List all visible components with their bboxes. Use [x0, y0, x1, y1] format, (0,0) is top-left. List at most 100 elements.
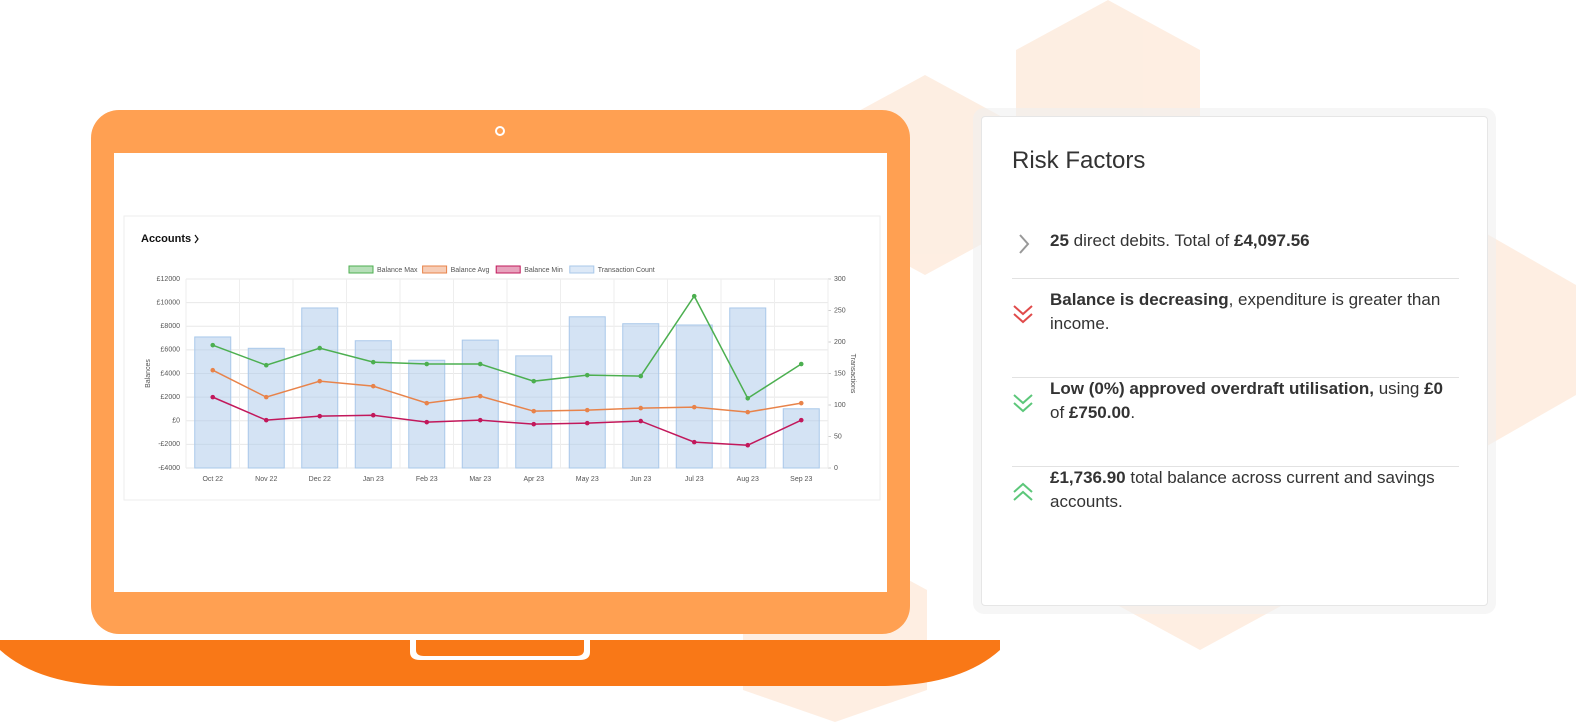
risk-item: 25 direct debits. Total of £4,097.56 — [1012, 229, 1459, 279]
y2-tick-label: 200 — [834, 339, 846, 346]
y-tick-label: -£2000 — [158, 441, 180, 448]
legend-label: Balance Max — [377, 267, 418, 274]
x-tick-label: Mar 23 — [469, 476, 491, 483]
legend-label: Transaction Count — [598, 267, 655, 274]
x-tick-label: Aug 23 — [737, 476, 759, 483]
point — [263, 362, 269, 368]
point — [531, 408, 537, 414]
text: direct debits. Total of — [1068, 231, 1234, 250]
x-tick-label: May 23 — [576, 476, 599, 483]
point — [638, 418, 644, 424]
point — [584, 372, 590, 378]
notch-inner — [416, 640, 584, 656]
point — [798, 417, 804, 423]
point — [317, 378, 323, 384]
x-tick-label: Nov 22 — [255, 476, 277, 483]
point — [691, 439, 697, 445]
point — [745, 409, 751, 415]
bar — [782, 408, 820, 469]
point — [531, 378, 537, 384]
y2-tick-label: 100 — [834, 402, 846, 409]
x-tick-label: Jan 23 — [363, 476, 384, 483]
point — [691, 293, 697, 299]
bar — [729, 307, 767, 469]
x-tick-label: Jul 23 — [685, 476, 704, 483]
y-tick-label: £0 — [172, 418, 180, 425]
y2-tick-label: 0 — [834, 465, 838, 472]
risk-item: Balance is decreasing, expenditure is gr… — [1012, 288, 1459, 378]
point — [531, 421, 537, 427]
point — [370, 383, 376, 389]
risk-card: Risk Factors 25 direct debits. Total of … — [981, 116, 1488, 606]
bar — [622, 323, 660, 469]
point — [424, 361, 430, 367]
risk-item: £1,736.90 total balance across current a… — [1012, 466, 1459, 555]
y-tick-label: £2000 — [161, 394, 181, 401]
bar — [461, 339, 499, 469]
bold-text: £0 — [1424, 379, 1443, 398]
chevron-icon — [194, 234, 199, 244]
y-tick-label: £4000 — [161, 370, 181, 377]
text: total balance across current and savings… — [1050, 468, 1435, 511]
legend-swatch — [348, 265, 374, 274]
camera — [495, 126, 505, 136]
legend-swatch — [495, 265, 521, 274]
bar — [301, 307, 339, 469]
point — [210, 367, 216, 373]
text: of — [1050, 403, 1069, 422]
point — [370, 359, 376, 365]
y-tick-label: £8000 — [161, 323, 181, 330]
point — [424, 400, 430, 406]
y2-tick-label: 50 — [834, 433, 842, 440]
bold-text: £1,736.90 — [1050, 468, 1126, 487]
y-tick-label: £12000 — [157, 276, 180, 283]
risk-icon — [1019, 234, 1030, 254]
point — [477, 417, 483, 423]
point — [263, 417, 269, 423]
point — [210, 342, 216, 348]
legend-label: Balance Avg — [451, 267, 490, 274]
legend-swatch — [569, 265, 595, 274]
bar — [354, 340, 392, 469]
bold-text: 25 — [1050, 231, 1069, 250]
point — [584, 420, 590, 426]
point — [424, 419, 430, 425]
bar — [247, 347, 285, 469]
point — [317, 345, 323, 351]
y-axis-label: Balances — [145, 359, 152, 388]
bar — [568, 316, 606, 469]
risk-text: Low (0%) approved overdraft utilisation,… — [1050, 377, 1459, 425]
bar — [408, 359, 446, 469]
chart-panel — [123, 215, 881, 501]
y2-axis-label: Transactions — [849, 354, 856, 394]
point — [798, 400, 804, 406]
point — [370, 412, 376, 418]
point — [638, 373, 644, 379]
y-tick-label: £10000 — [157, 299, 180, 306]
point — [745, 396, 751, 401]
risk-text: £1,736.90 total balance across current a… — [1050, 466, 1459, 514]
risk-item: Low (0%) approved overdraft utilisation,… — [1012, 377, 1459, 467]
point — [638, 405, 644, 411]
point — [691, 404, 697, 410]
legend-label: Balance Min — [524, 267, 563, 274]
x-tick-label: Oct 22 — [202, 476, 223, 483]
x-tick-label: Apr 23 — [523, 476, 544, 483]
x-tick-label: Sep 23 — [790, 476, 812, 483]
bold-text: Low (0%) approved overdraft utilisation, — [1050, 379, 1374, 398]
y-tick-label: £6000 — [161, 347, 181, 354]
y-tick-label: -£4000 — [158, 465, 180, 472]
legend-swatch — [422, 265, 448, 274]
x-tick-label: Jun 23 — [630, 476, 651, 483]
risk-icon — [1013, 305, 1033, 324]
line — [212, 369, 802, 413]
x-tick-label: Dec 22 — [309, 476, 331, 483]
laptop-base — [0, 640, 1000, 686]
point — [745, 442, 751, 448]
point — [798, 361, 804, 367]
card-title: Risk Factors — [1012, 147, 1146, 174]
text: , expenditure is greater than income. — [1050, 290, 1441, 333]
bold-text: £4,097.56 — [1233, 231, 1310, 250]
point — [317, 413, 323, 419]
